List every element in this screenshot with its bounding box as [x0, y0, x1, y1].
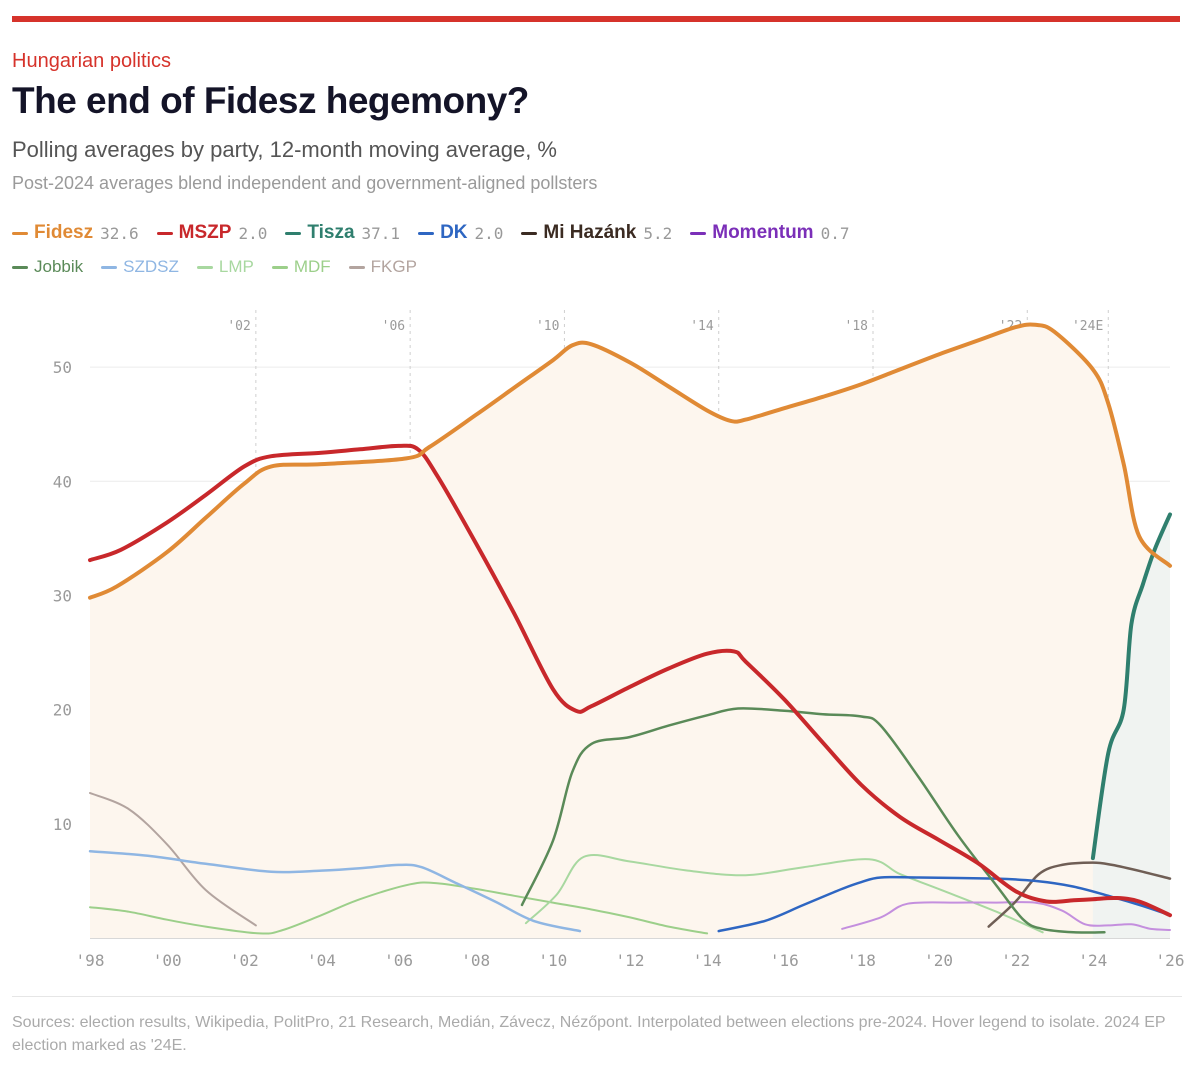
series-line-tisza: [1090, 512, 1172, 861]
legend-row-2: Jobbik SZDSZ LMP MDF FKGP: [12, 257, 1182, 277]
legend-swatch: [156, 231, 173, 235]
x-tick-label: '18: [847, 951, 876, 970]
legend-value: 37.1: [361, 223, 401, 243]
election-marker-label: '10: [536, 319, 559, 334]
legend-value: 5.2: [643, 223, 673, 243]
y-tick-label: 20: [53, 701, 72, 720]
x-tick-label: '10: [538, 951, 567, 970]
election-marker-label: '24E: [1072, 319, 1103, 334]
chart-title: The end of Fidesz hegemony?: [12, 80, 529, 121]
series-area-tisza: [1092, 514, 1170, 938]
legend-item-jobbik[interactable]: Jobbik: [12, 257, 83, 277]
legend-label: LMP: [218, 257, 254, 276]
election-marker-label: '18: [845, 319, 868, 334]
legend-swatch: [101, 265, 118, 269]
x-tick-label: '06: [384, 951, 413, 970]
chart-note: Post-2024 averages blend independent and…: [12, 173, 598, 193]
series-line-fkgp: [89, 792, 257, 927]
legend-item-fidesz[interactable]: Fidesz 32.6: [12, 222, 139, 244]
legend-swatch: [196, 265, 213, 269]
legend-label: MDF: [293, 257, 331, 276]
legend-label: MSZP: [178, 222, 232, 243]
x-tick-label: '20: [924, 951, 953, 970]
legend-label: Fidesz: [34, 222, 94, 243]
x-tick-label: '26: [1156, 951, 1185, 970]
y-tick-label: 30: [53, 586, 72, 605]
x-tick-label: '98: [76, 951, 105, 970]
election-marker-label: '06: [382, 319, 405, 334]
legend-swatch: [348, 265, 365, 269]
legend-label: Mi Hazánk: [543, 222, 637, 243]
x-tick-label: '00: [153, 951, 182, 970]
legend-swatch: [285, 231, 302, 235]
top-accent-bar: [12, 16, 1180, 22]
y-tick-label: 10: [53, 815, 72, 834]
series-line-szdsz: [88, 849, 582, 933]
series-line-mszp: [88, 443, 1172, 918]
legend-value: 2.0: [238, 223, 268, 243]
legend-label: DK: [440, 222, 468, 243]
series-area-fidesz: [90, 324, 1170, 938]
x-tick-label: '12: [616, 951, 645, 970]
legend-swatch: [12, 231, 28, 235]
legend-swatch: [271, 265, 288, 269]
legend-label: Momentum: [712, 222, 814, 243]
legend-item-mdf[interactable]: MDF: [271, 257, 331, 277]
x-tick-label: '22: [1001, 951, 1030, 970]
x-tick-label: '04: [307, 951, 336, 970]
x-tick-label: '24: [1078, 951, 1107, 970]
legend-item-tisza[interactable]: Tisza 37.1: [285, 222, 400, 244]
series-line-lmp: [524, 853, 1044, 934]
line-chart: 10 20 30 40 50 '02 '06 '10 '14 '18 '22 '24E '98 '00 '0…: [53, 310, 1185, 970]
series-line-mi-hazank: [987, 861, 1172, 928]
y-tick-label: 40: [53, 472, 72, 491]
legend-item-dk[interactable]: DK 2.0: [418, 222, 503, 244]
legend-label: Tisza: [307, 222, 355, 243]
x-tick-label: '14: [693, 951, 722, 970]
x-tick-label: '08: [461, 951, 490, 970]
y-tick-label: 50: [53, 358, 72, 377]
series-line-momentum: [841, 901, 1171, 931]
legend-label: Jobbik: [34, 257, 84, 276]
legend-row-1: Fidesz 32.6 MSZP 2.0 Tisza 37.1 DK 2.0 M…: [12, 222, 1182, 244]
legend-item-momentum[interactable]: Momentum 0.7: [690, 222, 849, 244]
legend-label: FKGP: [370, 257, 417, 276]
series-line-fidesz: [88, 322, 1172, 600]
series-line-mdf: [89, 881, 709, 935]
legend-item-lmp[interactable]: LMP: [196, 257, 254, 277]
election-marker-label: '14: [690, 319, 714, 334]
chart-subtitle: Polling averages by party, 12-month movi…: [12, 137, 557, 162]
legend-value: 0.7: [820, 223, 850, 243]
legend-swatch: [12, 265, 28, 269]
x-tick-label: '16: [770, 951, 799, 970]
legend-swatch: [521, 231, 538, 235]
legend-value: 2.0: [474, 223, 504, 243]
legend-label: SZDSZ: [123, 257, 179, 276]
legend-value: 32.6: [100, 223, 139, 243]
election-marker-label: '02: [227, 319, 250, 334]
legend-item-mi-hazank[interactable]: Mi Hazánk 5.2: [521, 222, 672, 244]
legend-item-fkgp[interactable]: FKGP: [348, 257, 417, 277]
kicker: Hungarian politics: [12, 50, 171, 72]
source-note: Sources: election results, Wikipedia, Po…: [12, 996, 1182, 1057]
legend-item-mszp[interactable]: MSZP 2.0: [156, 222, 268, 244]
legend-item-szdsz[interactable]: SZDSZ: [101, 257, 179, 277]
series-line-jobbik: [520, 707, 1106, 934]
legend-swatch: [418, 231, 435, 235]
legend-swatch: [690, 231, 707, 235]
x-tick-label: '02: [230, 951, 259, 970]
